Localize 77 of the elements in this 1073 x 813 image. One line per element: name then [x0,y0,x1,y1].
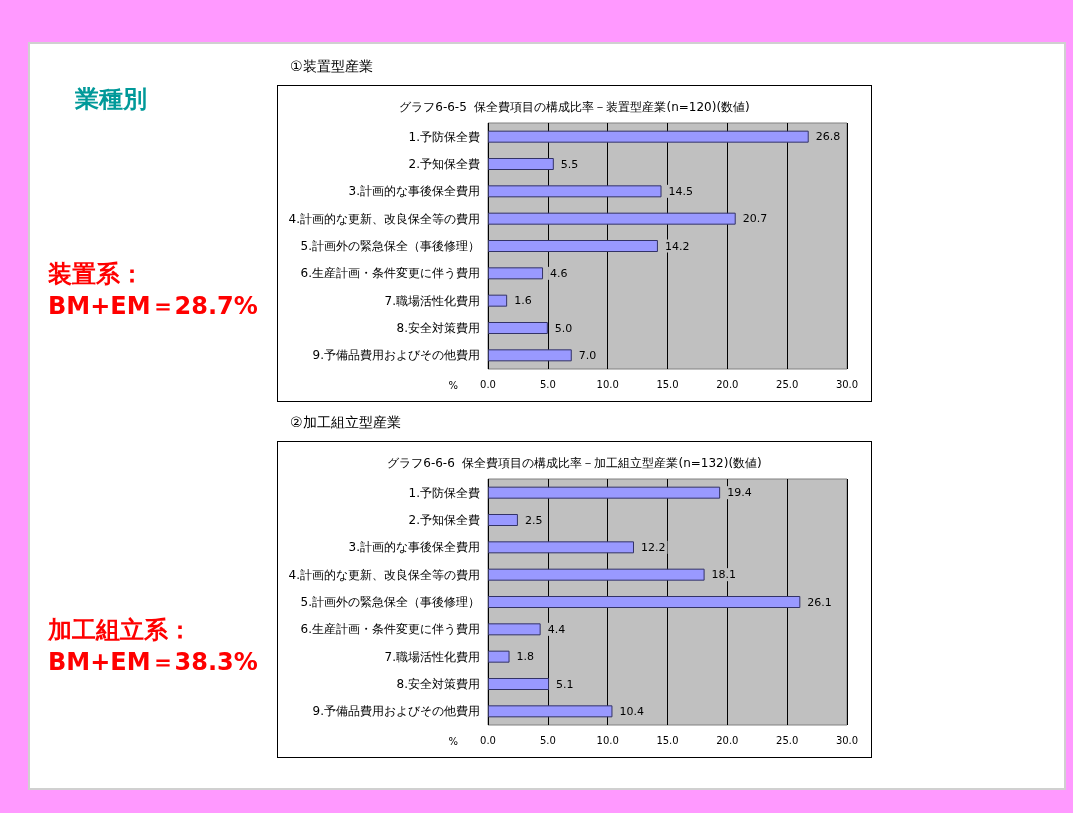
chart-title: グラフ6-6-5 保全費項目の構成比率－装置型産業(n=120)(数値) [399,100,750,114]
y-tick-label: 8.安全対策費用 [396,677,480,691]
x-tick-label: 0.0 [480,734,496,746]
bar [488,212,736,225]
y-tick-label: 7.職場活性化費用 [384,293,480,308]
y-tick-label: 4.計画的な更新、改良保全等の費用 [288,567,480,582]
data-label: 5.0 [554,321,573,335]
data-label: 10.4 [619,704,644,718]
x-tick-label: 15.0 [656,378,679,390]
x-tick-label: 5.0 [539,378,556,390]
x-axis-title: % [448,735,458,747]
x-tick-label: 15.0 [656,734,679,746]
data-label: 4.6 [550,266,568,280]
data-label: 4.4 [547,622,566,636]
text: ①装置型産業 [290,58,373,76]
y-tick-label: 1.予防保全費 [408,129,480,144]
bar [488,294,508,307]
bar [488,514,518,526]
data-label: 5.5 [560,157,579,171]
data-label: 26.1 [807,595,832,609]
y-tick-label: 4.計画的な更新、改良保全等の費用 [288,211,480,226]
bar [488,486,721,499]
bar [488,568,705,581]
bar [488,541,634,554]
text: ②加工組立型産業 [290,414,401,432]
y-tick-label: 9.予備品費用およびその他費用 [312,348,480,363]
bar [488,678,550,690]
y-tick-label: 2.予知保全費 [408,157,480,171]
data-label: 19.4 [727,486,752,500]
bar [488,185,662,198]
data-label: 5.1 [556,677,574,691]
data-label: 12.2 [640,540,666,554]
x-tick-label: 30.0 [835,378,859,390]
bar [488,267,544,280]
x-tick-label: 5.0 [539,734,556,746]
data-label: 1.8 [516,650,535,664]
x-tick-label: 0.0 [480,378,496,390]
data-label: 1.6 [514,294,532,308]
data-label: 20.7 [742,212,768,226]
bar [488,130,809,143]
bar [488,240,658,252]
bar [488,349,572,362]
data-label: 14.2 [664,239,690,253]
x-tick-label: 10.0 [596,734,619,746]
data-label: 14.5 [668,184,694,198]
bar [488,596,801,608]
y-tick-label: 8.安全対策費用 [396,321,480,335]
bar [488,623,541,636]
y-tick-label: 9.予備品費用およびその他費用 [312,704,480,719]
data-label: 26.8 [815,130,841,144]
data-label: 18.1 [711,568,737,582]
text: 業種別 [75,84,147,115]
y-tick-label: 1.予防保全費 [408,485,480,500]
x-tick-label: 25.0 [776,378,799,390]
x-tick-label: 30.0 [835,734,859,746]
x-tick-label: 10.0 [596,378,619,390]
x-tick-label: 20.0 [716,734,739,746]
chart-title: グラフ6-6-6 保全費項目の構成比率－加工組立型産業(n=132)(数値) [387,456,762,470]
y-tick-label: 3.計画的な事後保全費用 [348,540,480,555]
data-label: 2.5 [524,513,543,527]
y-tick-label: 3.計画的な事後保全費用 [348,184,480,199]
x-tick-label: 20.0 [716,378,739,390]
bar [488,322,548,334]
y-tick-label: 5.計画外の緊急保全（事後修理） [300,239,480,253]
bar [488,158,554,170]
y-tick-label: 6.生産計画・条件変更に伴う費用 [300,622,480,637]
bar [488,705,613,718]
y-tick-label: 6.生産計画・条件変更に伴う費用 [300,266,480,281]
y-tick-label: 7.職場活性化費用 [384,649,480,664]
text: 装置系： BM+EM＝28.7% [48,259,258,322]
data-label: 7.0 [578,348,597,362]
y-tick-label: 2.予知保全費 [408,513,480,527]
x-axis-title: % [448,379,458,391]
text: 加工組立系： BM+EM＝38.3% [48,615,258,678]
x-tick-label: 25.0 [776,734,799,746]
bar [488,650,510,663]
y-tick-label: 5.計画外の緊急保全（事後修理） [300,595,480,609]
